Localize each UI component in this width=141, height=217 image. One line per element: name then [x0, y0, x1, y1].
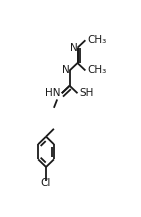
Text: SH: SH: [80, 88, 94, 98]
Text: HN: HN: [45, 88, 60, 98]
Text: CH₃: CH₃: [87, 66, 107, 76]
Text: Cl: Cl: [41, 178, 51, 188]
Text: N: N: [70, 43, 78, 53]
Text: CH₃: CH₃: [87, 35, 107, 45]
Text: N: N: [62, 66, 70, 76]
